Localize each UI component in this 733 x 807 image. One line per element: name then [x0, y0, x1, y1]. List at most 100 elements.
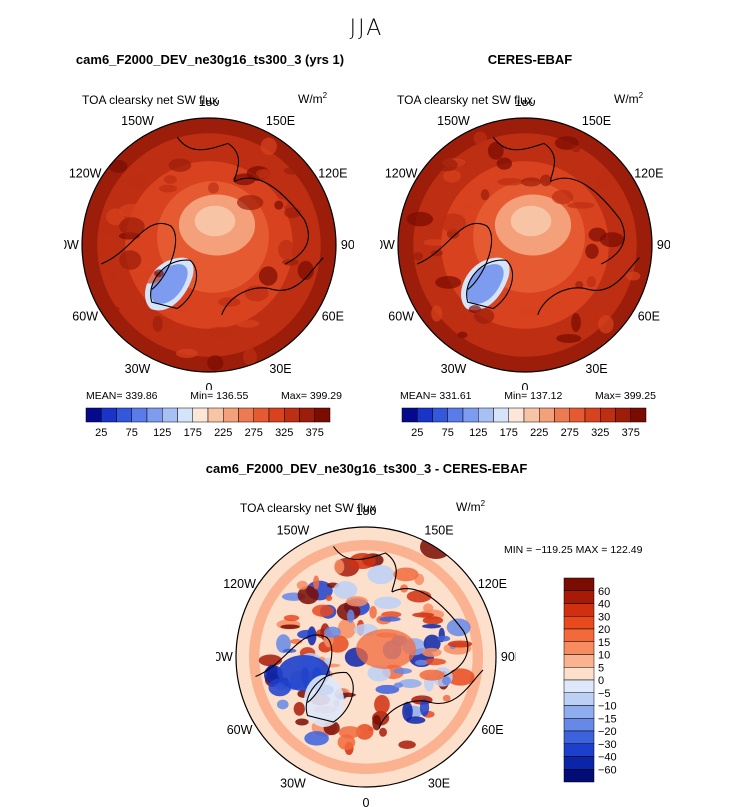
colorbar-swatch	[563, 616, 595, 630]
field-patch	[372, 714, 382, 731]
lon-label-30e: 30E	[428, 776, 450, 790]
field-patch	[423, 658, 447, 666]
map-field	[82, 118, 336, 372]
lon-label-60e: 60E	[481, 723, 503, 737]
season-title: JJA	[349, 16, 384, 41]
lon-label-0: 0	[522, 381, 529, 390]
coastline-3	[391, 588, 469, 677]
field-patch	[431, 305, 443, 322]
colorbar-tick: −60	[598, 764, 617, 776]
field-patch	[324, 626, 341, 638]
colorbar-swatch	[447, 407, 464, 423]
field-patch	[266, 664, 278, 679]
lon-label-60e: 60E	[322, 310, 344, 324]
colorbar-tick: 60	[598, 586, 610, 598]
coastline-1	[305, 672, 354, 723]
colorbar-tick-325: 325	[275, 427, 293, 439]
field-patch	[232, 173, 256, 186]
coastline-2	[221, 257, 324, 316]
coastlines	[416, 136, 640, 316]
colorbar-tick-275: 275	[561, 427, 579, 439]
field-patch	[297, 629, 317, 640]
field-patch	[393, 667, 412, 674]
field-patch	[423, 239, 446, 246]
panel-2-max: Max= 399.25	[594, 390, 656, 402]
colorbar-tick: −20	[598, 726, 617, 738]
field-patch	[598, 315, 614, 334]
field-patch	[437, 635, 451, 642]
colorbar-swatch	[563, 628, 595, 642]
colorbar-tick-125: 125	[153, 427, 171, 439]
colorbar-tick-375: 375	[306, 427, 324, 439]
field-patch	[333, 581, 358, 600]
colorbar-swatch	[116, 407, 132, 423]
colorbar-tick-225: 225	[214, 427, 232, 439]
panel-1-subtitle: TOA clearsky net SW flux	[82, 93, 218, 107]
field-patch	[442, 694, 451, 702]
colorbar-swatch	[563, 705, 595, 719]
colorbar-tick: 15	[598, 637, 610, 649]
lon-label-60w: 60W	[227, 723, 253, 737]
field-patch	[258, 266, 278, 286]
colorbar-swatch	[563, 654, 595, 668]
colorbar-tick: 40	[598, 599, 610, 611]
colorbar-swatch	[563, 692, 595, 706]
coastline-3	[234, 177, 309, 265]
panel-2-title: CERES-EBAF	[487, 52, 573, 67]
colorbar-swatch	[314, 407, 331, 423]
field-patch	[296, 580, 308, 590]
field-patch	[159, 184, 178, 193]
colorbar-tick-275: 275	[245, 427, 263, 439]
colorbar-tick: −5	[598, 688, 611, 700]
field-patch	[423, 603, 434, 613]
field-patch	[398, 740, 416, 749]
lon-label-120e: 120E	[478, 577, 507, 591]
field-patch	[243, 348, 257, 366]
colorbar-swatch	[238, 407, 254, 423]
coastline-4	[333, 546, 397, 593]
field-patch	[487, 142, 504, 160]
colorbar-swatch	[146, 407, 163, 423]
field-patch	[539, 174, 552, 187]
field-patch	[412, 612, 435, 618]
panel-3-units: W/m2	[456, 499, 486, 514]
lon-label-180: 180	[515, 100, 536, 109]
panel-2-subtitle: TOA clearsky net SW flux	[397, 93, 533, 107]
panel-2-stats: MEAN= 331.61 Min= 137.12 Max= 399.25	[400, 390, 656, 402]
field-patch-greenland	[304, 675, 344, 727]
field-patch	[260, 137, 277, 156]
lon-label-120w: 120W	[69, 167, 102, 181]
colorbar-swatch	[162, 407, 178, 423]
colorbar-tick-175: 175	[500, 427, 518, 439]
field-patch	[206, 326, 234, 338]
colorbar-tick-325: 325	[591, 427, 609, 439]
coastline-4	[176, 136, 239, 182]
field-patch	[152, 315, 163, 332]
field-patch	[585, 243, 599, 259]
colorbar-swatch	[615, 407, 631, 423]
colorbar-tick-25: 25	[95, 427, 107, 439]
field-patch	[571, 144, 581, 153]
field-patch	[595, 169, 611, 189]
lon-label-30w: 30W	[280, 776, 306, 790]
coastlines	[255, 546, 484, 729]
coastline-0	[416, 223, 493, 290]
field-patch	[258, 654, 283, 667]
field-patch	[127, 173, 148, 189]
lon-label-90e: 90E	[501, 650, 516, 664]
field-patch	[276, 699, 289, 710]
field-patch	[175, 348, 198, 359]
colorbar-swatch	[563, 641, 595, 655]
field-patch	[280, 624, 300, 630]
field-patch	[497, 178, 524, 186]
field-patch	[283, 614, 300, 622]
field-patch	[419, 669, 445, 681]
field-patch	[423, 634, 441, 653]
field-patch	[278, 239, 295, 260]
colorbar-swatch	[177, 407, 193, 423]
colorbar-tick: −15	[598, 713, 617, 725]
field-patch	[295, 718, 309, 726]
colorbar-swatch	[563, 590, 595, 604]
field-patch	[402, 701, 413, 722]
field-patch	[369, 605, 377, 619]
